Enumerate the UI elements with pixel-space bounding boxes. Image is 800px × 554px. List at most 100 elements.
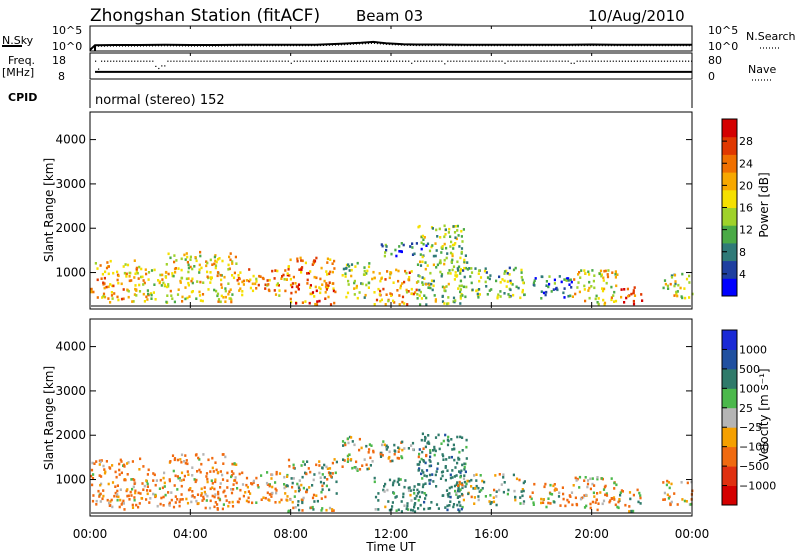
heatmap-cell bbox=[283, 486, 286, 490]
heatmap-cell bbox=[103, 276, 106, 280]
nave-point bbox=[426, 60, 428, 62]
heatmap-cell bbox=[194, 256, 197, 259]
heatmap-cell bbox=[331, 270, 334, 274]
heatmap-cell bbox=[442, 439, 445, 443]
heatmap-cell bbox=[260, 498, 263, 501]
heatmap-cell bbox=[620, 288, 623, 291]
power-ylabel: Slant Range [km] bbox=[42, 158, 56, 262]
heatmap-cell bbox=[368, 443, 371, 446]
heatmap-cell bbox=[419, 253, 422, 256]
heatmap-cell bbox=[486, 293, 489, 296]
nave-point bbox=[176, 60, 178, 62]
heatmap-cell bbox=[683, 287, 686, 290]
heatmap-cell bbox=[135, 266, 138, 270]
heatmap-cell bbox=[396, 456, 399, 460]
heatmap-cell bbox=[179, 498, 182, 501]
heatmap-cell bbox=[213, 288, 216, 292]
heatmap-cell bbox=[329, 270, 332, 274]
heatmap-cell bbox=[194, 480, 197, 484]
colorbar-swatch bbox=[722, 349, 737, 370]
heatmap-cell bbox=[477, 498, 480, 502]
nave-point bbox=[221, 60, 223, 62]
heatmap-cell bbox=[388, 455, 391, 459]
heatmap-cell bbox=[326, 257, 329, 261]
heatmap-cell bbox=[493, 488, 496, 492]
heatmap-cell bbox=[419, 290, 422, 294]
heatmap-cell bbox=[385, 248, 388, 252]
heatmap-cell bbox=[419, 264, 423, 267]
heatmap-cell bbox=[447, 231, 450, 234]
heatmap-cell bbox=[462, 228, 465, 231]
heatmap-cell bbox=[133, 498, 136, 502]
heatmap-cell bbox=[418, 483, 421, 486]
heatmap-cell bbox=[120, 297, 124, 301]
heatmap-cell bbox=[346, 460, 349, 463]
heatmap-cell bbox=[567, 279, 570, 282]
heatmap-cell bbox=[384, 243, 387, 247]
heatmap-cell bbox=[137, 491, 140, 495]
nave-point bbox=[179, 60, 181, 62]
heatmap-cell bbox=[451, 448, 454, 451]
heatmap-cell bbox=[173, 260, 176, 264]
heatmap-cell bbox=[571, 503, 574, 507]
heatmap-cell bbox=[441, 294, 444, 298]
heatmap-cell bbox=[373, 476, 376, 480]
colorbar-swatch bbox=[722, 207, 737, 226]
heatmap-cell bbox=[201, 299, 204, 303]
nave-point bbox=[465, 60, 467, 62]
heatmap-cell bbox=[512, 268, 516, 272]
heatmap-cell bbox=[297, 484, 300, 488]
nave-point bbox=[573, 62, 575, 64]
nave-point bbox=[104, 60, 106, 62]
y-tick-label: 1000 bbox=[55, 473, 86, 487]
heatmap-cell bbox=[392, 492, 396, 495]
heatmap-cell bbox=[128, 279, 131, 283]
nave-point bbox=[215, 60, 217, 62]
noise-tick-top-right: 10^5 bbox=[708, 24, 738, 37]
heatmap-cell bbox=[632, 299, 635, 303]
heatmap-cell bbox=[267, 288, 270, 292]
heatmap-cell bbox=[110, 294, 114, 297]
heatmap-cell bbox=[289, 277, 292, 281]
heatmap-cell bbox=[372, 270, 375, 274]
heatmap-cell bbox=[448, 269, 451, 272]
heatmap-cell bbox=[312, 493, 316, 497]
heatmap-cell bbox=[246, 485, 249, 489]
heatmap-cell bbox=[446, 493, 449, 496]
heatmap-cell bbox=[318, 460, 321, 463]
heatmap-cell bbox=[180, 257, 183, 261]
heatmap-cell bbox=[180, 479, 183, 482]
heatmap-cell bbox=[385, 448, 388, 451]
heatmap-cell bbox=[347, 279, 350, 283]
heatmap-cell bbox=[358, 291, 361, 294]
heatmap-cell bbox=[588, 286, 591, 290]
colorbar-tick-label: −1000 bbox=[739, 480, 776, 493]
heatmap-cell bbox=[217, 496, 220, 500]
heatmap-cell bbox=[145, 479, 148, 482]
heatmap-cell bbox=[596, 477, 599, 481]
heatmap-cell bbox=[231, 500, 234, 504]
heatmap-cell bbox=[456, 435, 459, 439]
heatmap-cell bbox=[589, 487, 592, 491]
nave-point bbox=[347, 60, 350, 62]
heatmap-cell bbox=[167, 283, 170, 286]
heatmap-cell bbox=[171, 272, 174, 275]
heatmap-cell bbox=[274, 269, 277, 272]
colorbar-tick-label: 500 bbox=[739, 363, 760, 376]
heatmap-cell bbox=[210, 276, 213, 279]
nave-point bbox=[477, 60, 479, 62]
heatmap-cell bbox=[216, 292, 220, 296]
heatmap-cell bbox=[457, 269, 460, 272]
y-tick-label: 3000 bbox=[55, 177, 86, 191]
heatmap-cell bbox=[458, 284, 461, 288]
nave-point bbox=[170, 60, 172, 62]
heatmap-cell bbox=[301, 498, 304, 501]
heatmap-cell bbox=[120, 503, 123, 506]
colorbar-swatch bbox=[722, 154, 737, 173]
heatmap-cell bbox=[568, 283, 571, 286]
heatmap-cell bbox=[128, 498, 131, 501]
heatmap-cell bbox=[298, 479, 301, 482]
heatmap-cell bbox=[112, 284, 115, 288]
nave-point bbox=[164, 65, 166, 67]
heatmap-cell bbox=[305, 490, 308, 494]
